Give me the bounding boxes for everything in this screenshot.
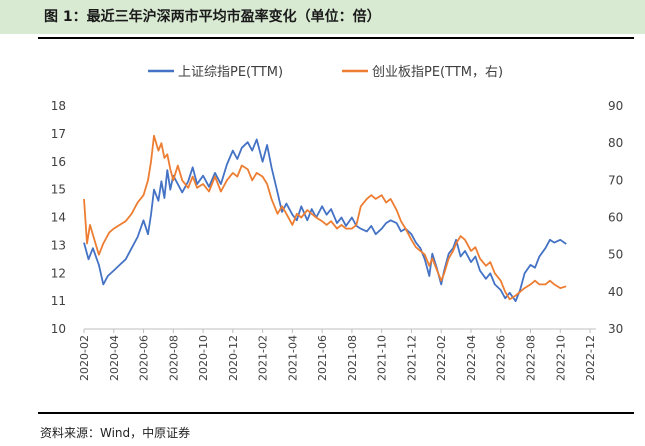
x-tick-label: 2020-10 [197,335,210,381]
left-tick-label: 15 [51,183,66,197]
right-tick-label: 70 [608,173,623,187]
x-tick-label: 2020-02 [78,335,91,381]
x-tick-label: 2022-12 [584,335,597,381]
x-tick-label: 2021-08 [346,335,359,381]
x-axis: 2020-02 2020-04 2020-06 2020-08 2020-10 2020-… [78,329,597,381]
bottom-rule [38,412,634,414]
sse-pe-line [83,138,567,302]
right-y-axis: 30 40 50 60 70 80 90 [608,99,623,336]
pe-line-chart: 上证综指PE(TTM) 创业板指PE(TTM，右) 101112131415161… [51,65,624,381]
x-tick-label: 2021-02 [257,335,270,381]
source-note: 资料来源：Wind，中原证券 [40,426,191,440]
title-bar: 图 1：最近三年沪深两市平均市盈率变化（单位：倍） [0,0,645,34]
left-tick-label: 12 [51,266,66,280]
x-tick-label: 2021-04 [286,335,299,381]
x-tick-label: 2020-06 [138,335,151,381]
x-tick-label: 2021-06 [316,335,329,381]
left-tick-label: 16 [51,155,66,169]
top-rule [38,37,634,39]
x-tick-label: 2022-04 [465,335,478,381]
left-tick-label: 17 [51,127,66,141]
plot-lines [83,134,567,302]
x-tick-label: 2022-06 [495,335,508,381]
left-tick-label: 14 [51,211,66,225]
x-tick-label: 2020-12 [227,335,240,381]
left-tick-label: 10 [51,322,66,336]
legend-label: 创业板指PE(TTM，右) [372,65,503,80]
right-tick-label: 60 [608,211,623,225]
x-tick-label: 2022-10 [554,335,567,381]
left-tick-label: 11 [51,294,66,308]
chinext-pe-line [83,134,567,301]
left-tick-label: 13 [51,238,66,252]
right-tick-label: 30 [608,322,623,336]
legend-label: 上证综指PE(TTM) [178,65,283,80]
right-tick-label: 50 [608,248,623,262]
x-tick-label: 2020-08 [167,335,180,381]
left-y-axis: 10 11 12 13 14 15 16 17 18 [51,99,66,336]
x-tick-label: 2022-02 [435,335,448,381]
x-tick-label: 2020-04 [108,335,121,381]
right-tick-label: 90 [608,99,623,113]
left-tick-label: 18 [51,99,66,113]
x-tick-label: 2021-12 [405,335,418,381]
legend: 上证综指PE(TTM) 创业板指PE(TTM，右) [148,65,503,80]
right-tick-label: 80 [608,136,623,150]
x-tick-label: 2022-08 [525,335,538,381]
figure-title: 图 1：最近三年沪深两市平均市盈率变化（单位：倍） [44,9,381,25]
x-tick-label: 2021-10 [376,335,389,381]
right-tick-label: 40 [608,285,623,299]
